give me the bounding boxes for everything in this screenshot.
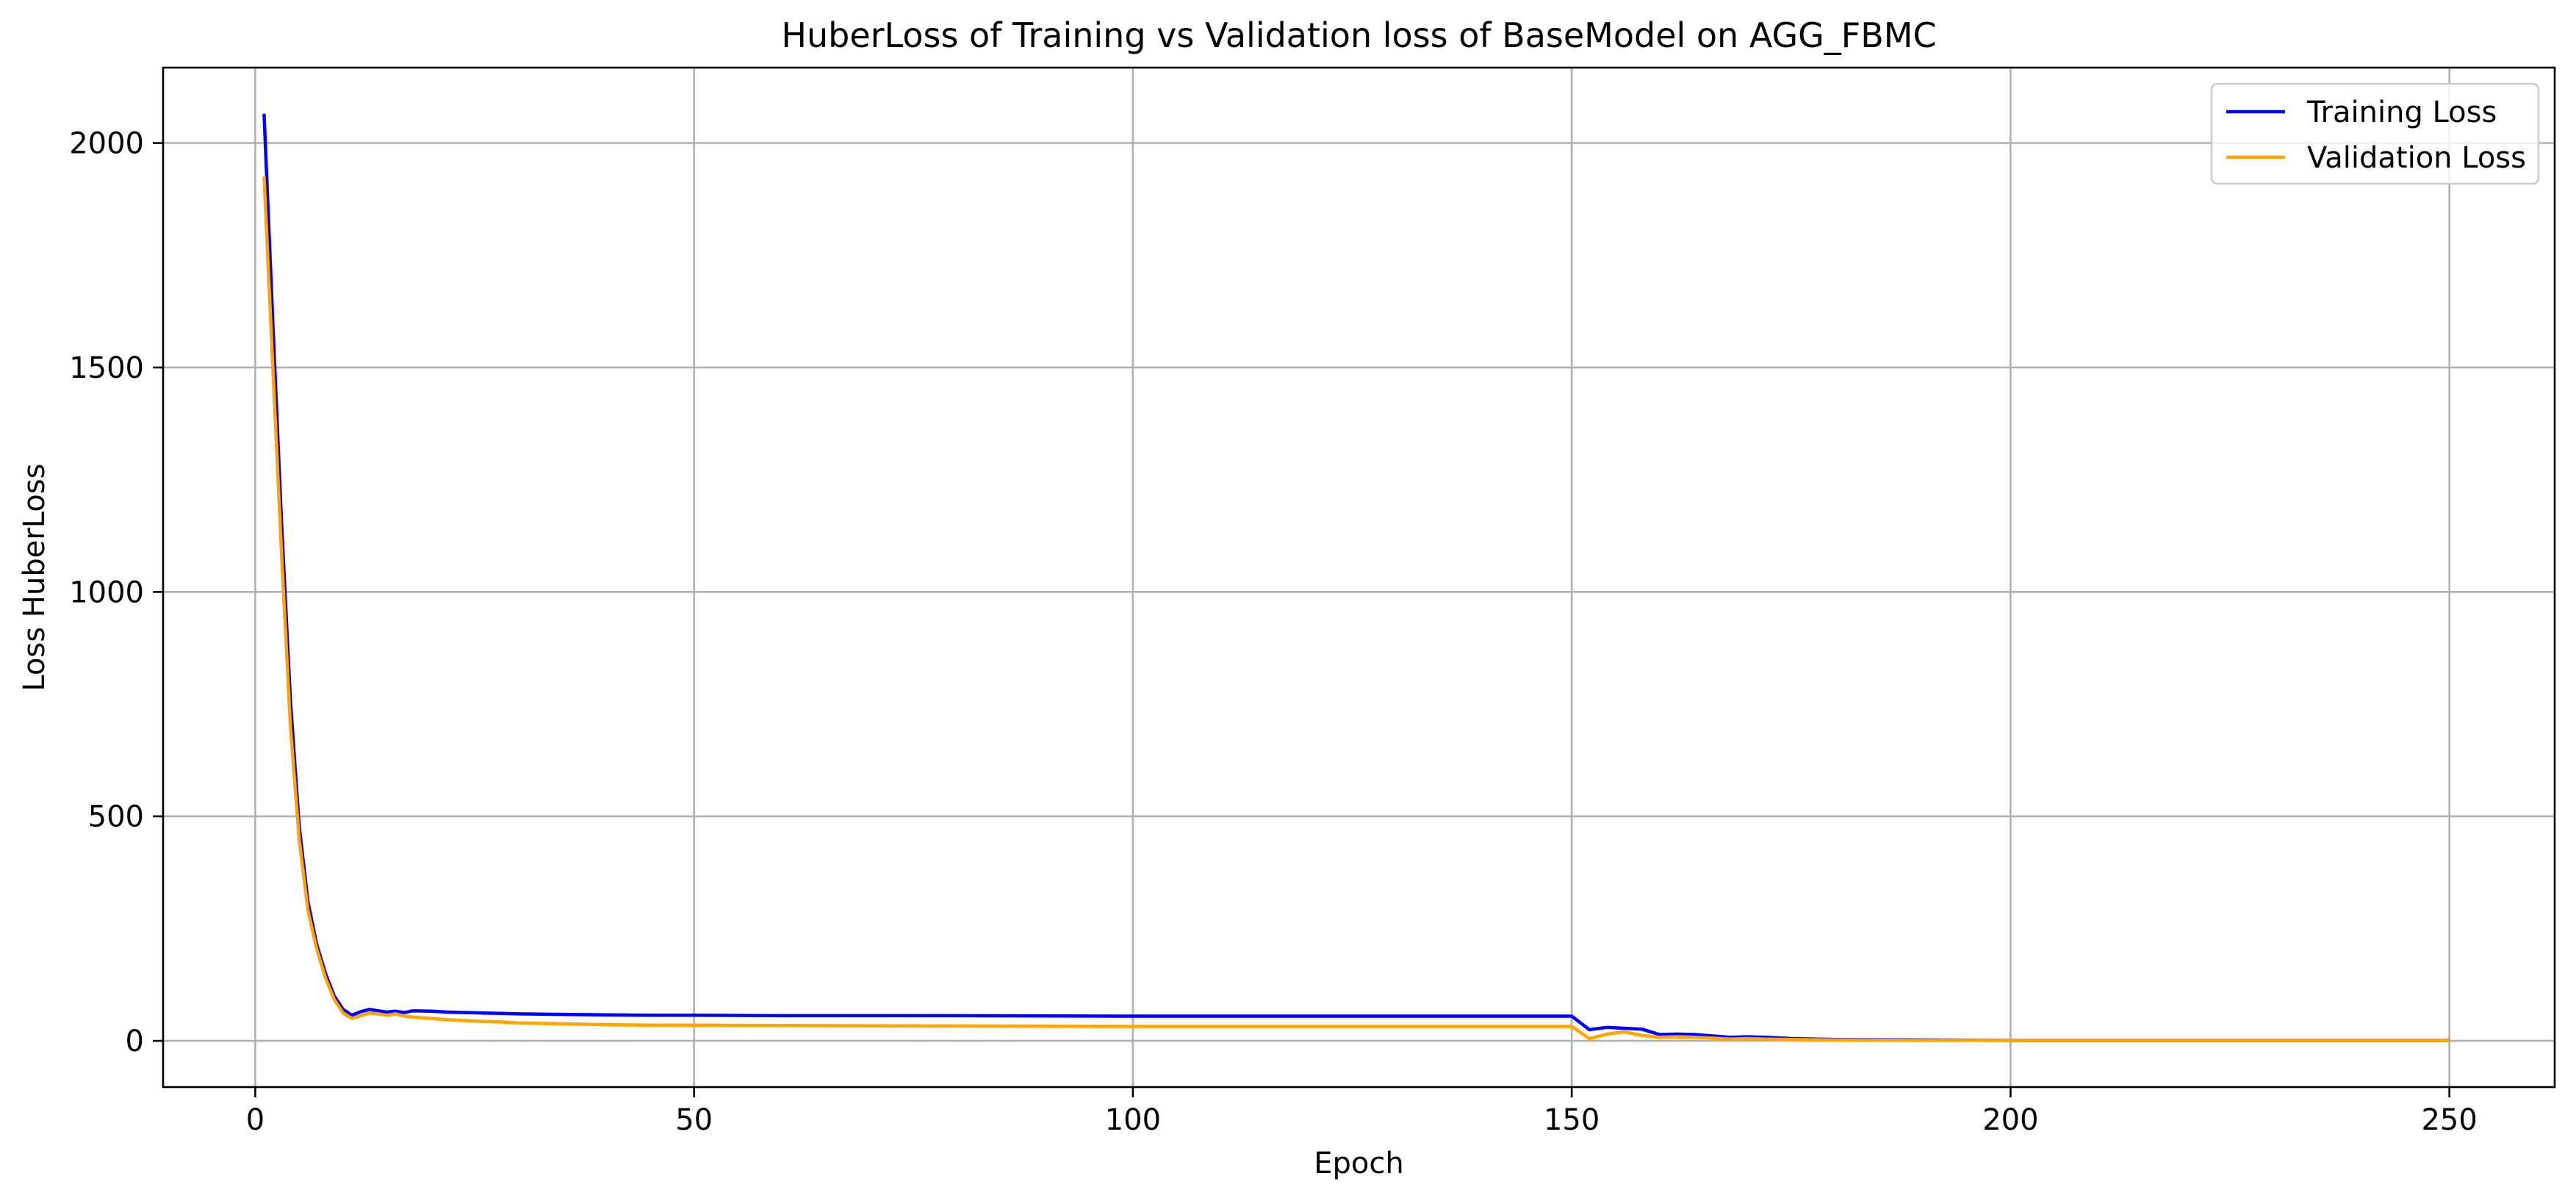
- x-tick-label: 250: [2421, 1103, 2477, 1137]
- series-line-validation-loss: [262, 176, 2450, 1042]
- y-tick-label: 1000: [69, 576, 144, 609]
- x-tick-label: 150: [1544, 1103, 1600, 1137]
- plot-frame: [162, 66, 2556, 1089]
- grid-layer: [163, 68, 2555, 1087]
- legend-box: [2210, 82, 2540, 185]
- y-tick-label: 500: [88, 800, 144, 834]
- y-tick-label: 1500: [69, 351, 144, 385]
- legend-label: Training Loss: [2306, 96, 2497, 129]
- chart-title: HuberLoss of Training vs Validation loss…: [781, 15, 1936, 55]
- x-tick-label: 50: [675, 1103, 713, 1137]
- y-tick-label: 2000: [69, 127, 144, 161]
- x-tick-label: 0: [246, 1103, 265, 1137]
- series-layer: [262, 113, 2450, 1042]
- y-axis-label: Loss HuberLoss: [18, 463, 51, 691]
- series-line-training-loss: [262, 113, 2450, 1042]
- x-tick-label: 100: [1105, 1103, 1161, 1137]
- y-tick-label: 0: [126, 1025, 144, 1058]
- x-tick-label: 200: [1982, 1103, 2038, 1137]
- legend-label: Validation Loss: [2307, 141, 2526, 175]
- legend: Training Loss Validation Loss: [2210, 82, 2540, 185]
- x-axis-label: Epoch: [1314, 1147, 1403, 1180]
- ticks-layer: 0 50 100 150 200 250 0 500 1000 1500 2000: [69, 127, 2478, 1137]
